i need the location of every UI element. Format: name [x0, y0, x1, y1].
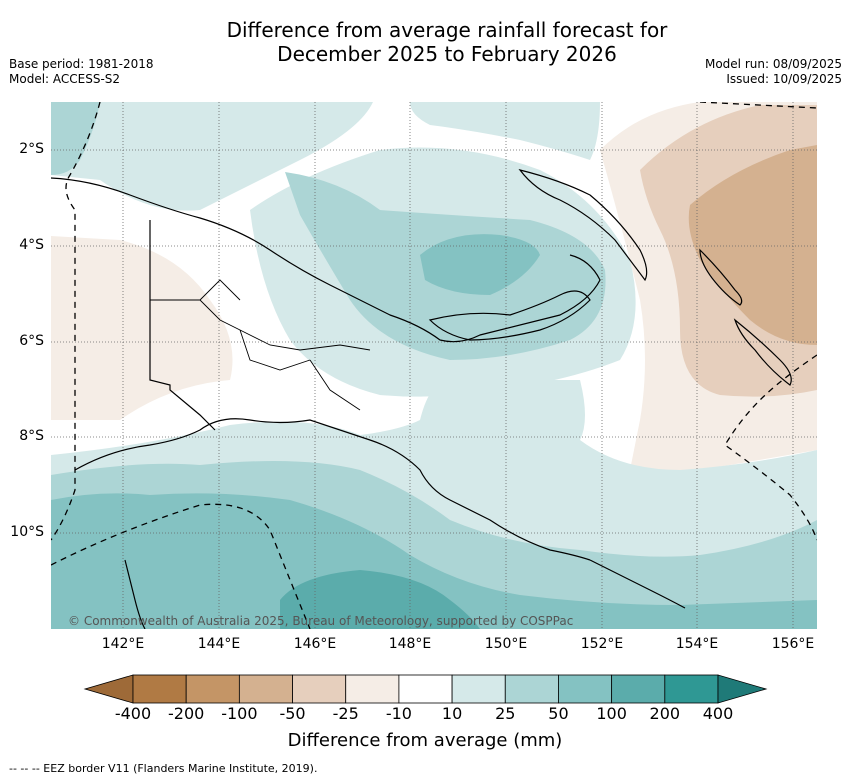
field-100-south	[280, 570, 480, 629]
colorbar-segment	[611, 674, 666, 704]
lat-tick: 2°S	[19, 141, 44, 157]
eez-borders	[51, 102, 817, 629]
field-50-central	[420, 234, 540, 295]
colorbar-tick-label: 50	[548, 704, 569, 723]
model-run: Model run: 08/09/2025	[704, 57, 842, 71]
colorbar-segment	[558, 674, 613, 704]
colorbar-segment	[238, 674, 293, 704]
colorbar-extend-high	[717, 674, 768, 704]
solomon-islands-coast	[733, 318, 792, 386]
lon-tick: 148°E	[388, 636, 432, 652]
title-line-1: Difference from average rainfall forecas…	[226, 18, 668, 42]
colorbar-tick-label: 200	[649, 704, 681, 723]
meta-left: Base period: 1981-2018 Model: ACCESS-S2	[9, 57, 154, 87]
lon-tick: 146°E	[293, 636, 337, 652]
lon-tick: 154°E	[675, 636, 719, 652]
field-50-south	[51, 493, 817, 629]
louisiade-coast	[589, 559, 686, 609]
lat-tick: 8°S	[19, 428, 44, 444]
issued-date: Issued: 10/09/2025	[726, 72, 842, 86]
coastlines	[51, 169, 792, 629]
base-period: Base period: 1981-2018	[9, 57, 154, 71]
map-title: Difference from average rainfall forecas…	[0, 18, 850, 66]
new-ireland-coast	[518, 169, 648, 282]
colorbar-segment	[345, 674, 400, 704]
colorbar-tick-label: -25	[332, 704, 359, 723]
colorbar-tick-label: -50	[279, 704, 306, 723]
eez-legend-note: -- -- -- EEZ border V11 (Flanders Marine…	[9, 762, 318, 775]
colorbar-tick-label: 10	[441, 704, 463, 723]
lat-tick: 10°S	[10, 524, 44, 540]
colorbar-extend-low	[83, 674, 134, 704]
colorbar-tick-label: -400	[114, 704, 152, 723]
lon-tick: 142°E	[101, 636, 145, 652]
colorbar-segment	[504, 674, 559, 704]
new-guinea-coast-south	[74, 418, 591, 561]
colorbar-segment	[664, 674, 719, 704]
colorbar-tick-label: 400	[702, 704, 734, 723]
field-10-topleft	[51, 102, 373, 211]
lat-tick: 6°S	[19, 333, 44, 349]
field-minus10-west	[51, 236, 233, 420]
australia-coast	[124, 559, 146, 629]
colorbar-tick-label: 100	[596, 704, 627, 723]
colorbar-title: Difference from average (mm)	[287, 730, 563, 751]
colorbar-tick-label: 25	[495, 704, 516, 723]
colorbar-segment	[132, 674, 187, 704]
new-britain-coast	[428, 290, 591, 341]
lat-tick: 4°S	[19, 237, 44, 253]
map-fields	[51, 102, 817, 629]
png-border	[149, 220, 216, 431]
new-guinea-coast-north	[51, 177, 601, 343]
colorbar-segment	[185, 674, 240, 704]
colorbar-tick-label: -10	[385, 704, 412, 723]
copyright-notice: © Commonwealth of Australia 2025, Bureau…	[68, 614, 574, 628]
title-line-2: December 2025 to February 2026	[277, 42, 617, 66]
colorbar-segment	[398, 674, 453, 704]
lon-tick: 156°E	[771, 636, 815, 652]
colorbar-segment	[451, 674, 506, 704]
bougainville-coast	[699, 248, 743, 306]
field-minus50-east	[688, 145, 817, 345]
colorbar-tick-label: -200	[168, 704, 205, 723]
graticule	[51, 102, 817, 629]
lon-tick: 152°E	[580, 636, 624, 652]
province-borders	[150, 279, 371, 411]
field-10-top	[410, 102, 600, 160]
model-name: Model: ACCESS-S2	[9, 72, 121, 86]
lon-tick: 150°E	[484, 636, 528, 652]
field-25-topleft	[51, 102, 100, 175]
meta-right: Model run: 08/09/2025 Issued: 10/09/2025	[705, 57, 842, 87]
colorbar-segment	[292, 674, 347, 704]
lon-tick: 144°E	[197, 636, 241, 652]
colorbar-tick-label: -100	[221, 704, 258, 723]
